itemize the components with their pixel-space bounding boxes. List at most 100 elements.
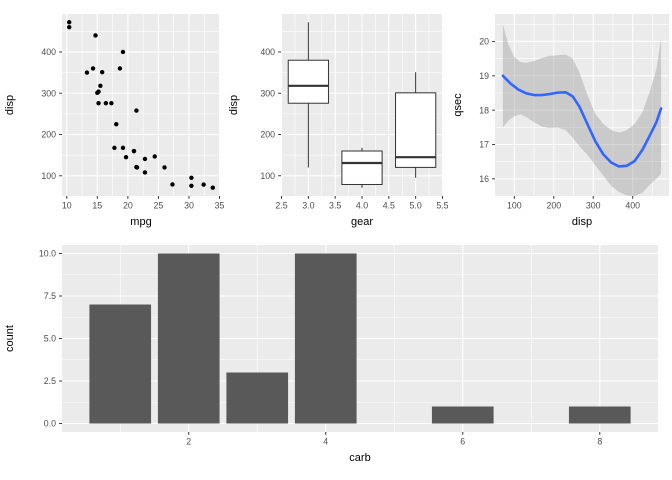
x-tick-label: 4.5 [383,201,395,211]
data-point [114,121,119,127]
y-axis-tick-labels: 100 200 300 400 [41,47,56,181]
data-point [67,20,72,25]
bar [568,406,631,424]
data-point [112,145,117,151]
y-tick-label: 0.0 [44,419,56,429]
boxplots [287,22,437,188]
data-point [189,183,194,189]
y-axis-tick-labels: 0.0 2.5 5.0 7.5 10.0 [39,249,56,429]
data-point [100,69,105,75]
data-point [67,25,72,30]
axis-tick-marks [278,51,443,199]
x-axis-tick-labels: 2 4 6 8 [186,437,602,447]
data-point [120,145,126,151]
x-tick-label: 3.0 [302,201,314,211]
data-point [98,83,103,89]
panel-background [495,14,669,196]
y-tick-label: 100 [41,171,56,181]
x-tick-label: 2.5 [275,201,287,211]
top-row: 10 15 20 25 30 35 100 200 300 400 mpg disp 2.5 3.0 3.… [0,0,672,232]
x-tick-label: 10 [62,201,72,211]
bar [89,304,152,424]
major-gridlines [495,14,669,196]
x-tick-label: 8 [597,437,602,447]
minor-gridlines [62,14,220,196]
box [341,150,383,185]
panel-smooth-qsec-vs-disp: 100 200 300 400 16 17 18 19 20 disp qsec [448,0,672,232]
y-axis-title: disp [4,95,16,115]
y-axis-title: count [4,325,16,352]
x-tick-label: 3.5 [329,201,341,211]
bottom-row: 2 4 6 8 0.0 2.5 5.0 7.5 10.0 carb count [0,232,672,480]
x-tick-label: 15 [92,201,102,211]
data-point [103,101,109,106]
data-point [162,165,167,170]
y-tick-label: 17 [479,140,489,150]
x-tick-label: 300 [586,201,601,211]
panel-background [62,14,220,196]
data-point [201,182,206,187]
y-tick-label: 10.0 [39,249,56,259]
data-point [189,175,194,180]
x-tick-label: 30 [184,201,194,211]
x-tick-label: 100 [507,201,522,211]
data-point [96,101,101,106]
x-axis-title: mpg [130,216,151,228]
data-point [134,108,139,113]
y-tick-label: 2.5 [44,376,56,386]
bar [294,253,357,424]
data-point [152,154,157,159]
data-point [123,155,129,160]
x-tick-label: 35 [215,201,224,211]
box [395,92,437,168]
x-axis-title: gear [351,216,373,228]
x-axis-tick-labels: 2.5 3.0 3.5 4.0 4.5 5.0 5.5 [275,201,448,211]
x-tick-label: 4 [323,437,328,447]
data-point [170,182,175,187]
bar-count-carb-svg: 2 4 6 8 0.0 2.5 5.0 7.5 10.0 carb count [4,245,658,464]
data-point [120,49,126,55]
box-disp-gear-svg: 2.5 3.0 3.5 4.0 4.5 5.0 5.5 100 200 300 400 gear dis… [228,14,448,228]
y-axis-title: disp [228,95,240,115]
x-axis-tick-labels: 100 200 300 400 [507,201,640,211]
y-tick-label: 200 [260,130,275,140]
y-tick-label: 20 [479,37,489,47]
x-tick-label: 6 [460,437,465,447]
x-axis-title: carb [349,452,370,464]
major-gridlines [62,14,221,196]
x-tick-label: 5.0 [410,201,422,211]
data-point [142,170,148,175]
data-point [117,66,123,71]
data-point [90,66,96,71]
y-tick-label: 400 [260,47,275,57]
y-axis-tick-labels: 100 200 300 400 [260,47,275,181]
data-point [142,156,148,162]
bar [157,253,220,424]
data-point [131,148,137,154]
data-point [95,90,100,96]
x-axis-tick-labels: 10 15 20 25 30 35 [62,201,224,211]
x-axis-title: disp [572,216,592,228]
panel-scatter-disp-vs-mpg: 10 15 20 25 30 35 100 200 300 400 mpg disp [0,0,224,232]
panel-boxplot-disp-by-gear: 2.5 3.0 3.5 4.0 4.5 5.0 5.5 100 200 300 400 gear dis… [224,0,448,232]
y-tick-label: 19 [479,71,489,81]
axis-tick-marks [59,51,221,199]
x-tick-label: 4.0 [356,201,368,211]
x-tick-label: 2 [186,437,191,447]
data-point [84,70,90,75]
y-tick-label: 16 [479,174,489,184]
data-point [210,185,215,190]
bar [226,372,289,424]
data-points [67,20,215,190]
x-tick-label: 400 [625,201,640,211]
data-point [93,33,98,38]
y-tick-label: 200 [41,130,56,140]
bars [89,253,631,424]
x-tick-label: 20 [123,201,133,211]
x-tick-label: 5.5 [436,201,448,211]
y-tick-label: 100 [260,171,275,181]
panel-bar-count-by-carb: 2 4 6 8 0.0 2.5 5.0 7.5 10.0 carb count [0,232,672,480]
y-axis-tick-labels: 16 17 18 19 20 [479,37,489,184]
x-tick-label: 25 [154,201,164,211]
